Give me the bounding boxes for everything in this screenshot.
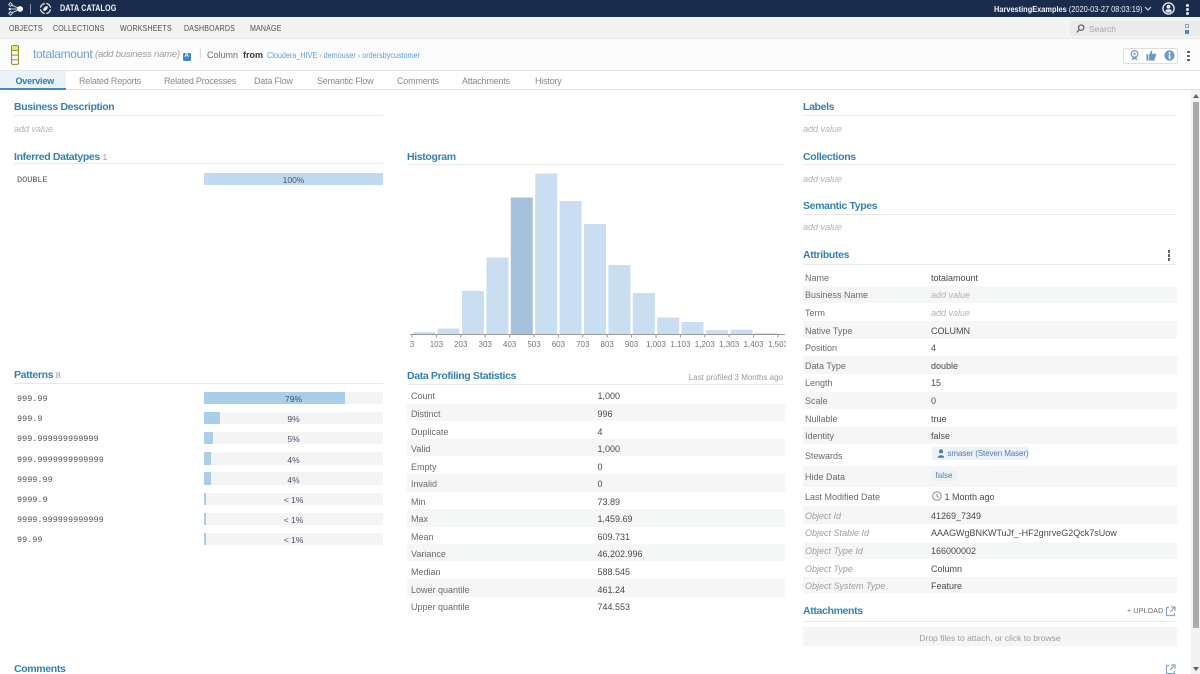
svg-text:703: 703	[576, 340, 590, 349]
svg-text:1,103: 1,103	[670, 340, 691, 349]
svg-text:103: 103	[430, 340, 444, 349]
svg-text:203: 203	[454, 340, 468, 349]
svg-text:1,003: 1,003	[646, 340, 667, 349]
svg-text:1,203: 1,203	[695, 340, 716, 349]
svg-text:803: 803	[601, 340, 615, 349]
svg-text:1,503: 1,503	[768, 340, 786, 349]
svg-text:603: 603	[552, 340, 566, 349]
svg-text:3: 3	[410, 340, 415, 349]
svg-text:503: 503	[527, 340, 541, 349]
svg-text:1,303: 1,303	[719, 340, 740, 349]
svg-text:1,403: 1,403	[744, 340, 765, 349]
svg-text:403: 403	[503, 340, 517, 349]
svg-text:903: 903	[625, 340, 639, 349]
svg-text:303: 303	[479, 340, 493, 349]
